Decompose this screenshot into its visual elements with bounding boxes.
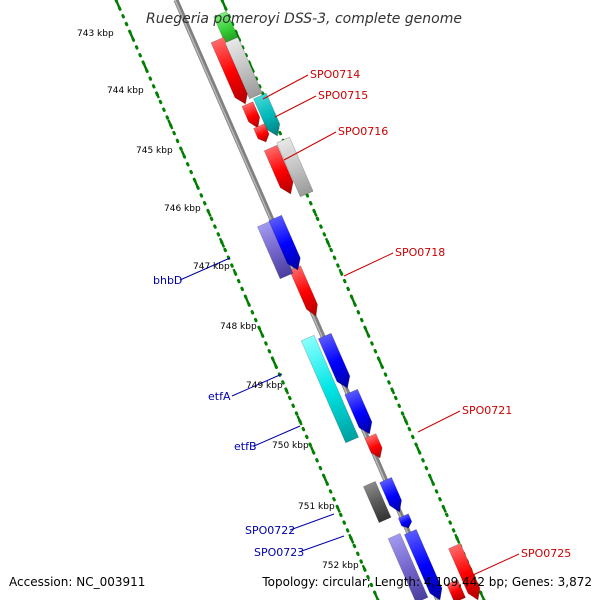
leader-line <box>298 535 345 553</box>
gene-label-spo0718[interactable]: SPO0718 <box>395 246 445 259</box>
leader-line <box>417 410 461 433</box>
gene-label-spo0723[interactable]: SPO0723 <box>254 546 304 559</box>
gene-arrow-spo0723[interactable] <box>403 529 446 600</box>
gene-arrow-red-4[interactable] <box>263 144 297 197</box>
gene-arrow-gray-1[interactable] <box>224 36 263 100</box>
tick-mark <box>374 592 380 600</box>
gene-arrow-red-tail[interactable] <box>446 579 466 600</box>
tick-mark <box>480 592 486 600</box>
gene-label-etfb[interactable]: etfB <box>234 440 257 453</box>
kbp-label-752: 752 kbp <box>322 561 359 571</box>
gene-arrow-red-3[interactable] <box>253 123 272 145</box>
gene-arrow-violet-2[interactable] <box>387 533 429 600</box>
gene-arrow-spo0722[interactable] <box>379 477 406 514</box>
gene-arrow-small-blue[interactable] <box>397 513 413 530</box>
leader-line <box>289 513 335 531</box>
leader-line <box>283 131 337 161</box>
leader-line <box>461 553 520 581</box>
genome-summary-text: Topology: circular; Length: 4,109,442 bp… <box>261 575 592 589</box>
gene-arrow-spo0718[interactable] <box>289 265 322 319</box>
gene-label-spo0716[interactable]: SPO0716 <box>338 125 388 138</box>
gene-label-spo0722[interactable]: SPO0722 <box>245 524 295 537</box>
kbp-label-743: 743 kbp <box>77 29 114 39</box>
gene-arrow-etfb[interactable] <box>344 388 376 437</box>
label-leader-lines <box>179 74 520 581</box>
gene-label-bhbd[interactable]: bhbD <box>153 274 182 287</box>
kbp-labels: 743 kbp 744 kbp 745 kbp 746 kbp 747 kbp … <box>77 29 359 571</box>
gene-features <box>210 10 483 600</box>
gene-arrow-cyan[interactable] <box>300 334 359 444</box>
gene-arrow-teal[interactable] <box>253 92 284 139</box>
gene-arrow-red-2[interactable] <box>241 101 263 131</box>
gene-labels-left: bhbD etfA etfB SPO0722 SPO0723 <box>153 274 304 559</box>
gene-label-spo0715[interactable]: SPO0715 <box>318 89 368 102</box>
kbp-label-749: 749 kbp <box>246 381 283 391</box>
gene-label-spo0721[interactable]: SPO0721 <box>462 404 512 417</box>
leader-line <box>274 95 317 118</box>
kbp-label-744: 744 kbp <box>107 86 144 96</box>
gene-arrow-spo0725[interactable] <box>448 543 483 600</box>
gene-arrow-gray-2[interactable] <box>276 136 314 198</box>
gene-arrow-etfa[interactable] <box>317 332 354 391</box>
kbp-label-745: 745 kbp <box>136 146 173 156</box>
gene-label-spo0714[interactable]: SPO0714 <box>310 68 360 81</box>
leader-line <box>262 74 309 100</box>
kbp-label-748: 748 kbp <box>220 322 257 332</box>
kbp-label-747: 747 kbp <box>193 262 230 272</box>
gene-arrow-spo0721[interactable] <box>364 433 386 461</box>
gene-labels-right: SPO0714 SPO0715 SPO0716 SPO0718 SPO0721 … <box>310 68 571 560</box>
gene-label-etfa[interactable]: etfA <box>208 390 231 403</box>
kbp-label-750: 750 kbp <box>272 441 309 451</box>
kbp-label-751: 751 kbp <box>298 502 335 512</box>
ruler-dot-line-left <box>114 0 380 600</box>
gene-arrow-dark[interactable] <box>362 481 392 523</box>
accession-text: Accession: NC_003911 <box>9 575 145 589</box>
leader-line <box>253 425 301 447</box>
genome-title: Ruegeria pomeroyi DSS-3, complete genome <box>146 11 462 27</box>
gene-arrow-bhbd[interactable] <box>268 214 305 273</box>
gene-label-spo0725[interactable]: SPO0725 <box>521 547 571 560</box>
kbp-label-746: 746 kbp <box>164 204 201 214</box>
leader-line <box>231 373 283 397</box>
leader-line <box>343 252 394 277</box>
leader-line <box>179 257 231 281</box>
